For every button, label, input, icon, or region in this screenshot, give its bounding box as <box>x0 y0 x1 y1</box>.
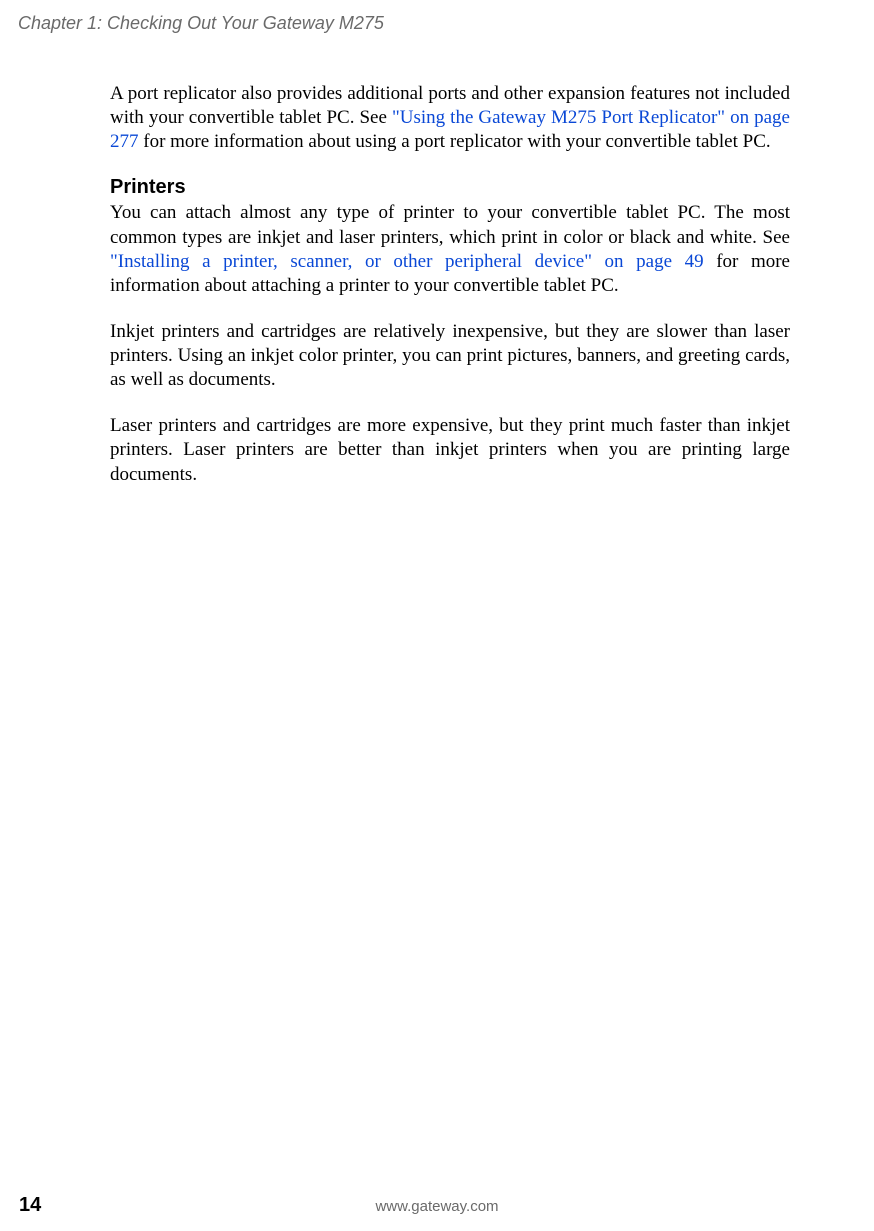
heading-printers: Printers <box>110 176 790 199</box>
link-installing-printer[interactable]: "Installing a printer, scanner, or other… <box>110 251 704 272</box>
paragraph-inkjet: Inkjet printers and cartridges are relat… <box>110 320 790 392</box>
chapter-header: Chapter 1: Checking Out Your Gateway M27… <box>18 13 384 34</box>
paragraph-port-replicator: A port replicator also provides addition… <box>110 82 790 154</box>
paragraph-laser: Laser printers and cartridges are more e… <box>110 414 790 486</box>
main-content: A port replicator also provides addition… <box>110 82 790 509</box>
paragraph-printers-intro: You can attach almost any type of printe… <box>110 201 790 298</box>
footer-url: www.gateway.com <box>0 1198 874 1215</box>
para1-text-b: for more information about using a port … <box>139 131 771 152</box>
para2-text-a: You can attach almost any type of printe… <box>110 202 790 247</box>
